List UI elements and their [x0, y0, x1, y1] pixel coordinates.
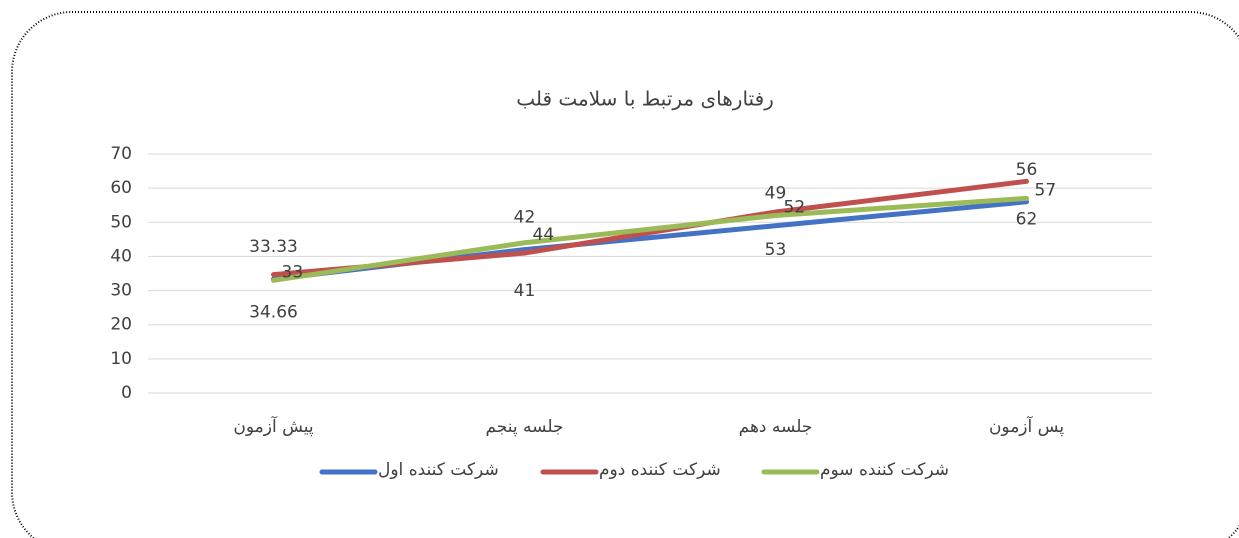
data-label: 52 [784, 197, 806, 217]
legend-label: شرکت کننده اول [378, 460, 499, 480]
chart-border [11, 11, 1239, 538]
y-tick-label: 50 [110, 212, 132, 232]
y-tick-label: 40 [110, 246, 132, 266]
y-tick-label: 60 [110, 178, 132, 198]
y-tick-label: 0 [121, 383, 132, 403]
data-label: 53 [765, 240, 787, 260]
x-tick-label: پس آزمون [989, 415, 1064, 437]
data-label: 33 [282, 262, 304, 282]
data-label: 33.33 [249, 237, 298, 257]
x-tick-label: جلسه پنجم [486, 417, 564, 437]
data-label: 56 [1016, 160, 1038, 180]
y-tick-label: 10 [110, 349, 132, 369]
data-label: 44 [533, 225, 555, 245]
y-tick-label: 70 [110, 144, 132, 164]
legend-label: شرکت کننده سوم [820, 460, 949, 480]
y-tick-label: 20 [110, 315, 132, 335]
data-label: 41 [514, 281, 536, 301]
data-label: 42 [514, 208, 536, 228]
data-label: 49 [765, 184, 787, 204]
legend-label: شرکت کننده دوم [599, 460, 721, 480]
x-tick-label: پیش آزمون [233, 415, 314, 437]
series-line [271, 195, 1029, 283]
x-tick-label: جلسه دهم [739, 417, 813, 437]
y-tick-label: 30 [110, 281, 132, 301]
chart-title: رفتارهای مرتبط با سلامت قلب [516, 87, 774, 111]
data-label: 62 [1016, 209, 1038, 229]
series-line [271, 199, 1029, 282]
data-label: 34.66 [249, 303, 298, 323]
data-label: 57 [1035, 180, 1057, 200]
